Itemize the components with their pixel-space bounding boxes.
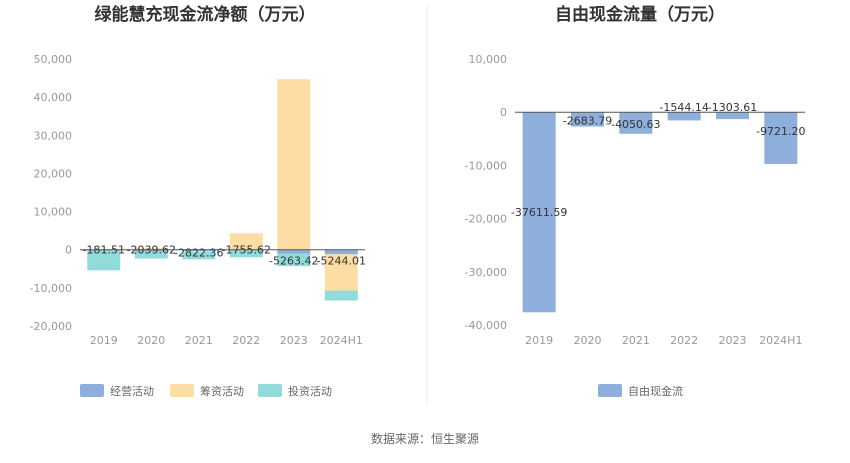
left-bar-operating (87, 249, 121, 251)
left-legend-swatch (258, 384, 282, 397)
left-net-value-label: -2039.62 (127, 244, 176, 257)
left-net-value-label: -5244.01 (317, 255, 366, 268)
right-bar-free-cash-flow (522, 112, 556, 313)
left-chart-title: 绿能慧充现金流净额（万元） (95, 4, 316, 25)
right-value-label: -1544.14 (659, 101, 708, 114)
right-value-label: -9721.20 (756, 125, 805, 138)
left-y-tick-label: 20,000 (34, 167, 73, 180)
left-y-tick-label: 40,000 (34, 91, 73, 104)
left-y-tick-label: 10,000 (34, 206, 73, 219)
left-bar-financing (134, 248, 168, 250)
left-chart: 50,000 40,000 30,000 20,000 10,000 0 -10,000 -2… (30, 53, 366, 347)
left-bar-financing (229, 233, 263, 250)
left-net-value-label: -2822.36 (174, 247, 223, 260)
left-chart-legend: 经营活动 筹资活动 投资活动 (80, 384, 332, 398)
right-bar-free-cash-flow (571, 112, 604, 127)
left-bar-operating (134, 249, 168, 252)
left-bar-operating (182, 249, 216, 252)
right-y-tick-label: 0 (500, 106, 507, 119)
left-bar-investing (277, 253, 311, 267)
right-bar-free-cash-flow (667, 112, 701, 121)
right-value-label: -37611.59 (511, 206, 567, 219)
left-bar-financing (182, 251, 216, 253)
left-bar-financing (324, 254, 358, 291)
left-bar-financing (277, 79, 311, 250)
right-x-tick-label: 2022 (670, 334, 698, 347)
right-value-label: -1303.61 (708, 101, 757, 114)
left-net-value-label: -1755.62 (222, 244, 271, 257)
left-bar-investing (229, 250, 263, 258)
right-y-tick-label: -40,000 (465, 319, 507, 332)
left-bar-operating (324, 249, 358, 255)
right-y-tick-label: 10,000 (469, 53, 508, 66)
left-bar-operating (229, 249, 263, 251)
right-chart: 10,000 0 -10,000 -20,000 -30,000 -40,000 2019 -… (465, 53, 806, 347)
right-y-tick-label: -30,000 (465, 266, 507, 279)
right-bar-free-cash-flow (764, 112, 798, 164)
data-source-label: 数据来源：恒生聚源 (371, 431, 479, 446)
left-legend-label: 经营活动 (110, 384, 154, 398)
right-x-tick-label: 2019 (525, 334, 553, 347)
left-bar-investing (87, 250, 121, 271)
right-x-tick-label: 2023 (719, 334, 747, 347)
left-y-tick-label: 30,000 (34, 129, 73, 142)
left-legend-label: 投资活动 (288, 384, 332, 398)
right-y-tick-label: -20,000 (465, 213, 507, 226)
right-legend-swatch (598, 384, 622, 397)
right-x-tick-label: 2020 (574, 334, 602, 347)
right-chart-title: 自由现金流量（万元） (555, 4, 725, 25)
left-legend-swatch (170, 384, 194, 397)
left-bar-investing (324, 290, 358, 301)
left-bar-operating (277, 249, 311, 254)
left-x-tick-label: 2022 (232, 334, 260, 347)
right-y-tick-label: -10,000 (465, 159, 507, 172)
left-x-tick-label: 2021 (185, 334, 213, 347)
left-x-tick-label: 2024H1 (320, 334, 363, 347)
left-y-tick-label: 50,000 (34, 53, 73, 66)
right-x-tick-label: 2024H1 (759, 334, 802, 347)
left-net-value-label: -5263.42 (269, 255, 318, 268)
left-net-value-label: -181.51 (83, 244, 125, 257)
left-x-tick-label: 2023 (280, 334, 308, 347)
right-value-label: -4050.63 (611, 118, 660, 131)
right-value-label: -2683.79 (563, 114, 612, 127)
right-bar-free-cash-flow (619, 112, 653, 134)
left-legend-label: 筹资活动 (200, 384, 244, 398)
left-x-tick-label: 2020 (137, 334, 165, 347)
right-x-tick-label: 2021 (622, 334, 650, 347)
left-y-tick-label: -20,000 (30, 320, 72, 333)
right-bar-free-cash-flow (716, 112, 749, 120)
left-y-tick-label: 0 (65, 244, 72, 257)
left-y-tick-label: -10,000 (30, 282, 72, 295)
left-x-tick-label: 2019 (90, 334, 118, 347)
left-bar-investing (182, 252, 216, 260)
right-legend-label: 自由现金流 (628, 384, 683, 398)
right-chart-legend: 自由现金流 (598, 384, 683, 398)
left-legend-swatch (80, 384, 104, 397)
left-bar-investing (134, 251, 168, 259)
